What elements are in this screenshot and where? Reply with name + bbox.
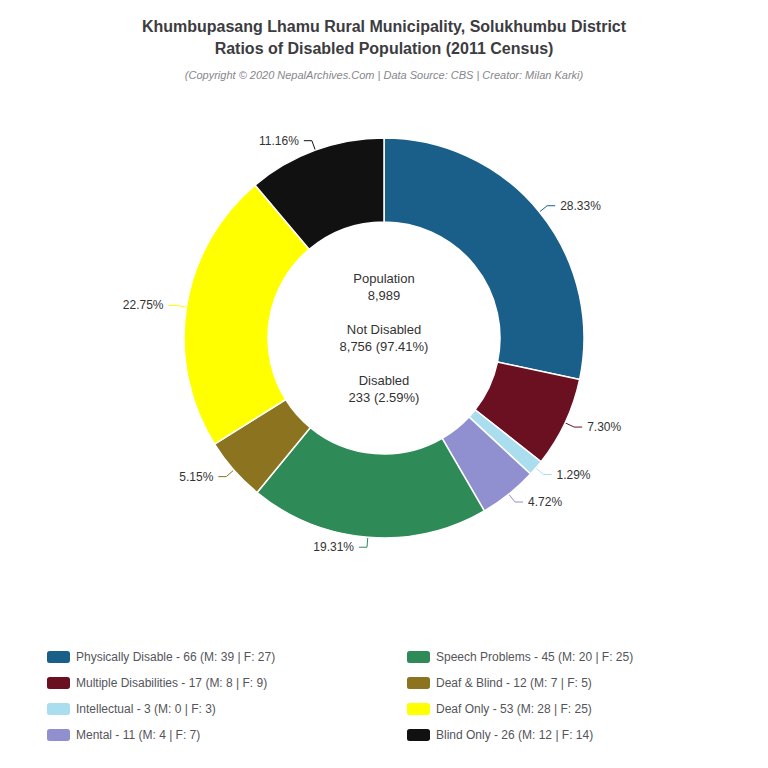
svg-text:Physically Disable - 66 (M: 39: Physically Disable - 66 (M: 39 | F: 27) [76, 650, 275, 664]
svg-text:Deaf Only - 53 (M: 28 | F: 25): Deaf Only - 53 (M: 28 | F: 25) [436, 702, 592, 716]
svg-text:8,756 (97.41%): 8,756 (97.41%) [340, 339, 429, 354]
svg-text:Population: Population [353, 271, 414, 286]
svg-text:8,989: 8,989 [368, 288, 401, 303]
svg-text:Multiple Disabilities - 17 (M:: Multiple Disabilities - 17 (M: 8 | F: 9) [76, 676, 267, 690]
svg-text:(Copyright © 2020 NepalArchive: (Copyright © 2020 NepalArchives.Com | Da… [185, 69, 584, 81]
svg-text:4.72%: 4.72% [528, 495, 562, 509]
svg-text:Deaf & Blind - 12 (M: 7 | F: 5: Deaf & Blind - 12 (M: 7 | F: 5) [436, 676, 592, 690]
svg-text:Blind Only - 26 (M: 12 | F: 14: Blind Only - 26 (M: 12 | F: 14) [436, 728, 593, 742]
svg-text:Disabled: Disabled [359, 373, 410, 388]
svg-text:Speech Problems - 45 (M: 20 |: Speech Problems - 45 (M: 20 | F: 25) [436, 650, 633, 664]
svg-text:Intellectual - 3 (M: 0 | F: 3): Intellectual - 3 (M: 0 | F: 3) [76, 702, 216, 716]
svg-text:Khumbupasang Lhamu Rural Munic: Khumbupasang Lhamu Rural Municipality, S… [142, 18, 627, 35]
svg-text:Not Disabled: Not Disabled [347, 322, 421, 337]
svg-text:233 (2.59%): 233 (2.59%) [349, 390, 420, 405]
svg-text:7.30%: 7.30% [587, 420, 621, 434]
svg-text:Ratios of Disabled Population: Ratios of Disabled Population (2011 Cens… [215, 40, 554, 57]
svg-text:Mental - 11 (M: 4 | F: 7): Mental - 11 (M: 4 | F: 7) [76, 728, 200, 742]
svg-text:19.31%: 19.31% [313, 540, 354, 554]
svg-text:28.33%: 28.33% [560, 199, 601, 213]
svg-text:5.15%: 5.15% [179, 470, 213, 484]
svg-text:22.75%: 22.75% [123, 298, 164, 312]
svg-text:1.29%: 1.29% [557, 468, 591, 482]
svg-text:11.16%: 11.16% [259, 134, 299, 148]
